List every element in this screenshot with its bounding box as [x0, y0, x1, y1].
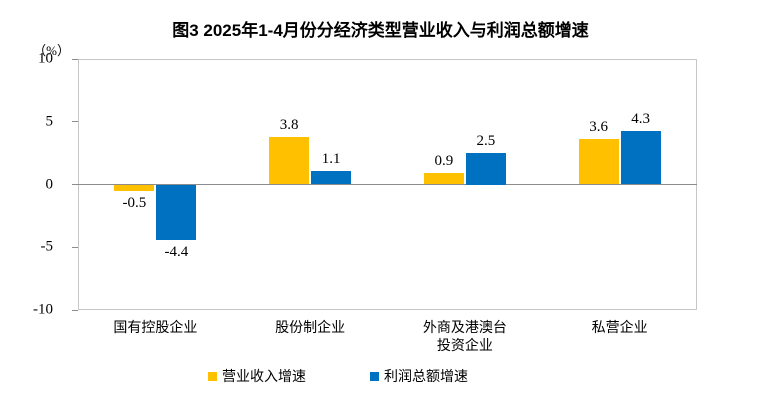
y-tick-label-10: 10: [38, 50, 53, 67]
y-tick-mark: [72, 184, 78, 185]
bar-revenue-growth-3: [578, 139, 619, 185]
y-tick-label-5: 5: [45, 113, 54, 130]
bar-revenue-growth-0: [114, 184, 155, 191]
bar-profit-growth-3: [620, 130, 661, 185]
bar-value-label-revenue-growth-0: -0.5: [122, 194, 147, 211]
bar-value-label-profit-growth-2: 2.5: [476, 133, 496, 150]
y-tick-mark: [72, 309, 78, 311]
bar-value-label-profit-growth-3: 4.3: [631, 110, 650, 127]
bar-profit-growth-2: [465, 153, 506, 185]
bar-value-label-revenue-growth-2: 0.9: [434, 153, 454, 170]
y-tick-mark: [72, 121, 78, 123]
legend-swatch-profit-growth: [370, 371, 379, 381]
y-axis-unit-label: （%）: [33, 43, 70, 58]
bar-value-label-profit-growth-0: -4.4: [164, 243, 189, 260]
x-category-label-0: 国有控股企业: [113, 321, 198, 336]
legend-label-revenue-growth: 营业收入增速: [222, 370, 306, 385]
x-category-label-2: 外商及港澳台 投资企业: [422, 321, 507, 354]
bar-profit-growth-1: [311, 170, 352, 185]
legend-item-revenue-growth: 营业收入增速: [208, 366, 306, 386]
bar-value-label-revenue-growth-3: 3.6: [589, 119, 608, 136]
x-category-label-3: 私营企业: [591, 321, 648, 336]
bar-profit-growth-0: [156, 184, 197, 240]
bar-revenue-growth-1: [269, 136, 310, 185]
bar-revenue-growth-2: [423, 173, 464, 185]
bar-value-label-revenue-growth-1: 3.8: [279, 116, 299, 133]
legend-label-profit-growth: 利润总额增速: [384, 370, 468, 385]
y-tick-label-0: 0: [45, 176, 54, 192]
y-tick-label--5: -5: [40, 238, 54, 255]
y-tick-label--10: -10: [33, 301, 53, 318]
bar-value-label-profit-growth-1: 1.1: [321, 150, 341, 167]
legend-swatch-revenue-growth: [208, 371, 217, 381]
legend: 营业收入增速 利润总额增速: [208, 366, 468, 386]
zero-gridline: [78, 184, 697, 185]
x-category-label-1: 股份制企业: [275, 321, 346, 336]
chart-title: 图3 2025年1-4月份分经济类型营业收入与利润总额增速: [172, 21, 589, 40]
y-tick-mark: [72, 246, 78, 248]
y-tick-mark: [72, 58, 78, 60]
legend-item-profit-growth: 利润总额增速: [370, 366, 468, 386]
